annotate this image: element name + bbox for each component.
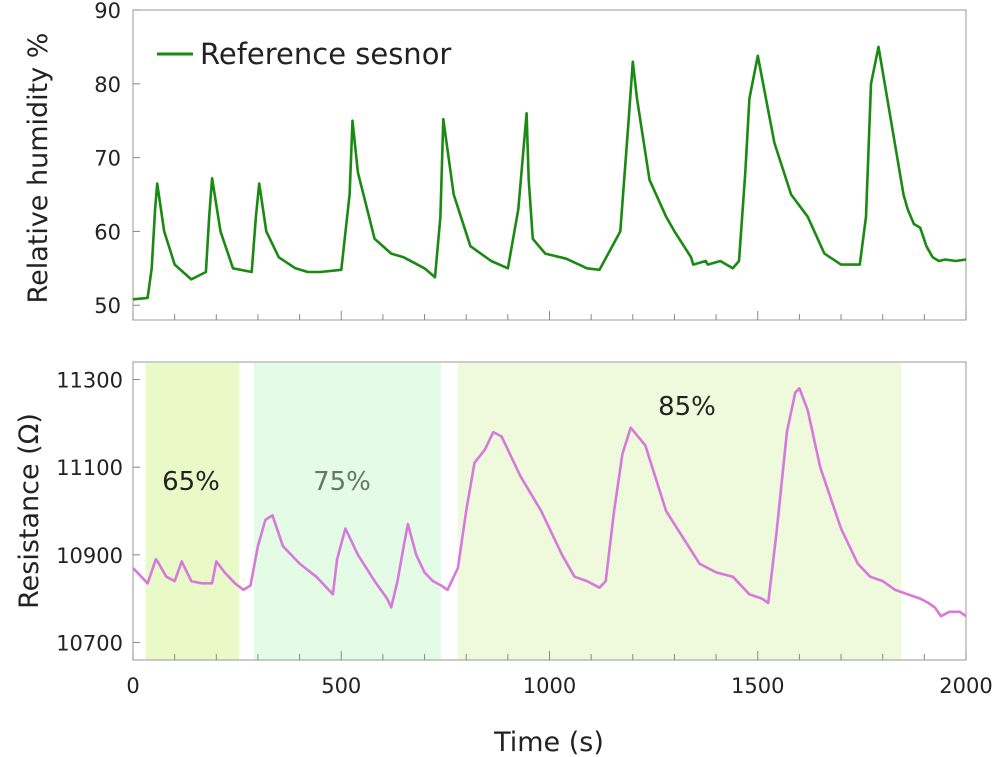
axis-ticks: 50 60 70 80 90 10700 10900 11100 11300 0 500 1000 15… (56, 0, 993, 698)
region-label-65-percent: 65% (162, 467, 220, 497)
region-label-85-percent: 85% (658, 392, 716, 422)
x-tick-label: 0 (126, 674, 139, 698)
region-label-75-percent: 75% (313, 467, 371, 497)
x-tick-label: 500 (321, 674, 361, 698)
bottom-y-tick-label: 10900 (56, 544, 123, 568)
legend-label-reference-sensor: Reference sesnor (200, 37, 451, 71)
top-y-tick-label: 80 (94, 73, 121, 97)
legend: Reference sesnor (157, 37, 451, 71)
top-series-group (132, 45, 967, 301)
x-tick-label: 1500 (731, 674, 784, 698)
x-axis-title: Time (s) (493, 727, 604, 757)
x-tick-label: 2000 (939, 674, 992, 698)
top-y-tick-label: 60 (94, 220, 121, 244)
top-y-tick-label: 90 (94, 0, 121, 23)
bottom-y-axis-title: Resistance (Ω) (14, 413, 45, 609)
humidity-regions: 65% 75% 85% (145, 363, 902, 660)
top-y-axis-title: Relative humidity % (23, 33, 54, 304)
humidity-line-0 (132, 45, 967, 301)
bottom-y-tick-label: 10700 (56, 631, 123, 655)
region-75-percent (253, 363, 442, 660)
top-y-tick-label: 50 (94, 294, 121, 318)
top-y-tick-label: 70 (94, 147, 121, 171)
region-85-percent (457, 363, 902, 660)
bottom-series-group (132, 387, 967, 618)
bottom-y-tick-label: 11300 (56, 369, 123, 393)
region-65-percent (145, 363, 240, 660)
resistance-line-0 (132, 387, 967, 618)
bottom-y-tick-label: 11100 (56, 456, 123, 480)
x-tick-label: 1000 (523, 674, 576, 698)
